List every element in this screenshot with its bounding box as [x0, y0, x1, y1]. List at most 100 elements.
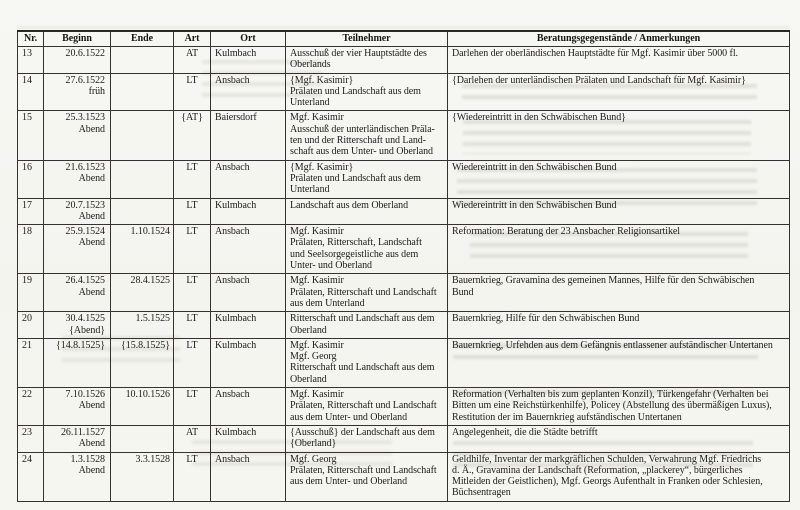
cell-beratung: Bauernkrieg, Gravamina des gemeinen Mann… [447, 273, 790, 313]
cell-art: LT [173, 273, 211, 313]
cell-ende: 3.3.1528 [110, 451, 174, 502]
table-row-18: 18 25.9.1524 Abend 1.10.1524 LT Ansbach Mgf. … [17, 224, 790, 275]
cell-art: LT [173, 311, 211, 339]
cell-nr: 21 [17, 337, 44, 389]
column-header-nr: Nr. [17, 30, 44, 47]
cell-art: AT [173, 46, 211, 74]
table-row-22: 22 7.10.1526 Abend 10.10.1526 LT Ansbach Mgf.… [17, 387, 790, 426]
cell-teilnehmer: Mgf. Georg Prälaten, Ritterschaft und La… [285, 451, 448, 502]
table-row-14: 14 27.6.1522 früh LT Ansbach {Mgf. Kasimir} … [17, 72, 790, 112]
cell-beginn: 20.6.1522 [43, 46, 111, 74]
cell-nr: 22 [17, 387, 44, 426]
cell-beratung: Bauernkrieg, Hilfe für den Schwäbischen … [447, 311, 790, 339]
cell-beginn: 21.6.1523 Abend [43, 159, 111, 199]
cell-beratung: Wiedereintritt in den Schwäbischen Bund [447, 197, 790, 226]
cell-beginn: 20.7.1523 Abend [43, 197, 111, 226]
cell-beginn: 1.3.1528 Abend [43, 451, 111, 502]
cell-ort: Baiersdorf [210, 110, 286, 161]
cell-ende [110, 197, 174, 226]
column-header-teilnehmer: Teilnehmer [285, 30, 448, 47]
cell-art: LT [173, 337, 211, 389]
cell-nr: 14 [17, 72, 44, 112]
cell-beginn: {14.8.1525} [43, 337, 111, 389]
cell-ende [110, 159, 174, 199]
cell-art: LT [173, 387, 211, 426]
cell-teilnehmer: Mgf. Kasimir Ausschuß der unterländische… [285, 110, 448, 161]
cell-ende: {15.8.1525} [110, 337, 174, 389]
table-row-16: 16 21.6.1523 Abend LT Ansbach {Mgf. Kasimir}… [17, 159, 790, 199]
table-row-20: 20 30.4.1525 {Abend} 1.5.1525 LT Kulmbach Rit… [17, 311, 790, 339]
cell-ort: Kulmbach [210, 311, 286, 339]
cell-beginn: 26.11.1527 Abend [43, 424, 111, 453]
cell-art: LT [173, 197, 211, 226]
cell-beginn: 27.6.1522 früh [43, 72, 111, 112]
cell-teilnehmer: Ausschuß der vier Hauptstädte des Oberla… [285, 46, 448, 74]
cell-beratung: Reformation: Beratung der 23 Ansbacher R… [447, 224, 790, 275]
cell-ort: Kulmbach [210, 424, 286, 453]
cell-art: LT [173, 159, 211, 199]
cell-teilnehmer: Mgf. Kasimir Prälaten, Ritterschaft und … [285, 273, 448, 313]
cell-ort: Kulmbach [210, 197, 286, 226]
cell-art: LT [173, 72, 211, 112]
cell-nr: 15 [17, 110, 44, 161]
cell-nr: 19 [17, 273, 44, 313]
cell-teilnehmer: Mgf. Kasimir Mgf. Georg Ritterschaft und… [285, 337, 448, 389]
cell-teilnehmer: Mgf. Kasimir Prälaten, Ritterschaft, Lan… [285, 224, 448, 275]
cell-beratung: Geldhilfe, Inventar der markgräflichen S… [447, 451, 790, 502]
cell-nr: 18 [17, 224, 44, 275]
cell-nr: 17 [17, 197, 44, 226]
cell-ende [110, 424, 174, 453]
cell-art: LT [173, 224, 211, 275]
table-body: 13 20.6.1522 AT Kulmbach Ausschuß der vier H… [17, 46, 790, 502]
cell-beratung: Bauernkrieg, Urfehden aus dem Gefängnis … [447, 337, 790, 389]
cell-teilnehmer: Ritterschaft und Landschaft aus dem Ober… [285, 311, 448, 339]
cell-ort: Kulmbach [210, 46, 286, 74]
cell-teilnehmer: {Mgf. Kasimir} Prälaten und Landschaft a… [285, 72, 448, 112]
column-header-ende: Ende [110, 30, 174, 47]
cell-ende [110, 110, 174, 161]
cell-ende: 1.5.1525 [110, 311, 174, 339]
cell-ort: Ansbach [210, 224, 286, 275]
table-row-17: 17 20.7.1523 Abend LT Kulmbach Landschaft au… [17, 197, 790, 226]
column-header-ort: Ort [210, 30, 286, 47]
column-header-beginn: Beginn [43, 30, 111, 47]
cell-ort: Ansbach [210, 72, 286, 112]
table-header-row: Nr. Beginn Ende Art Ort Teilnehmer Beratungsge… [17, 30, 790, 47]
cell-beratung: {Wiedereintritt in den Schwäbischen Bund… [447, 110, 790, 161]
cell-ort: Ansbach [210, 387, 286, 426]
cell-ort: Ansbach [210, 451, 286, 502]
cell-nr: 16 [17, 159, 44, 199]
cell-ende: 10.10.1526 [110, 387, 174, 426]
column-header-beratung: Beratungsgegenstände / Anmerkungen [447, 30, 790, 47]
cell-art: AT [173, 424, 211, 453]
cell-ort: Ansbach [210, 159, 286, 199]
cell-nr: 20 [17, 311, 44, 339]
cell-beginn: 7.10.1526 Abend [43, 387, 111, 426]
table-row-19: 19 26.4.1525 Abend 28.4.1525 LT Ansbach Mgf. … [17, 273, 790, 313]
cell-nr: 13 [17, 46, 44, 74]
cell-teilnehmer: Landschaft aus dem Oberland [285, 197, 448, 226]
cell-nr: 23 [17, 424, 44, 453]
table-row-15: 15 25.3.1523 Abend {AT} Baiersdorf Mgf. Kasi… [17, 110, 790, 161]
cell-beginn: 25.9.1524 Abend [43, 224, 111, 275]
cell-ende [110, 46, 174, 74]
cell-ende: 28.4.1525 [110, 273, 174, 313]
assemblies-table: Nr. Beginn Ende Art Ort Teilnehmer Beratungsge… [17, 30, 790, 502]
cell-ende [110, 72, 174, 112]
table-row-13: 13 20.6.1522 AT Kulmbach Ausschuß der vier H… [17, 46, 790, 74]
cell-teilnehmer: Mgf. Kasimir Prälaten, Ritterschaft und … [285, 387, 448, 426]
cell-art: LT [173, 451, 211, 502]
cell-beginn: 30.4.1525 {Abend} [43, 311, 111, 339]
table-row-24: 24 1.3.1528 Abend 3.3.1528 LT Ansbach Mgf. Ge… [17, 451, 790, 502]
table-head: Nr. Beginn Ende Art Ort Teilnehmer Beratungsge… [17, 30, 790, 47]
table-row-23: 23 26.11.1527 Abend AT Kulmbach {Ausschuß} d… [17, 424, 790, 453]
cell-teilnehmer: {Ausschuß} der Landschaft aus dem {Oberl… [285, 424, 448, 453]
table-row-21: 21 {14.8.1525} {15.8.1525} LT Kulmbach Mgf. K… [17, 337, 790, 389]
cell-beratung: Angelegenheit, die die Städte betrifft [447, 424, 790, 453]
cell-ort: Ansbach [210, 273, 286, 313]
cell-art: {AT} [173, 110, 211, 161]
cell-ende: 1.10.1524 [110, 224, 174, 275]
cell-beginn: 26.4.1525 Abend [43, 273, 111, 313]
cell-beratung: {Darlehen der unterländischen Prälaten u… [447, 72, 790, 112]
cell-nr: 24 [17, 451, 44, 502]
